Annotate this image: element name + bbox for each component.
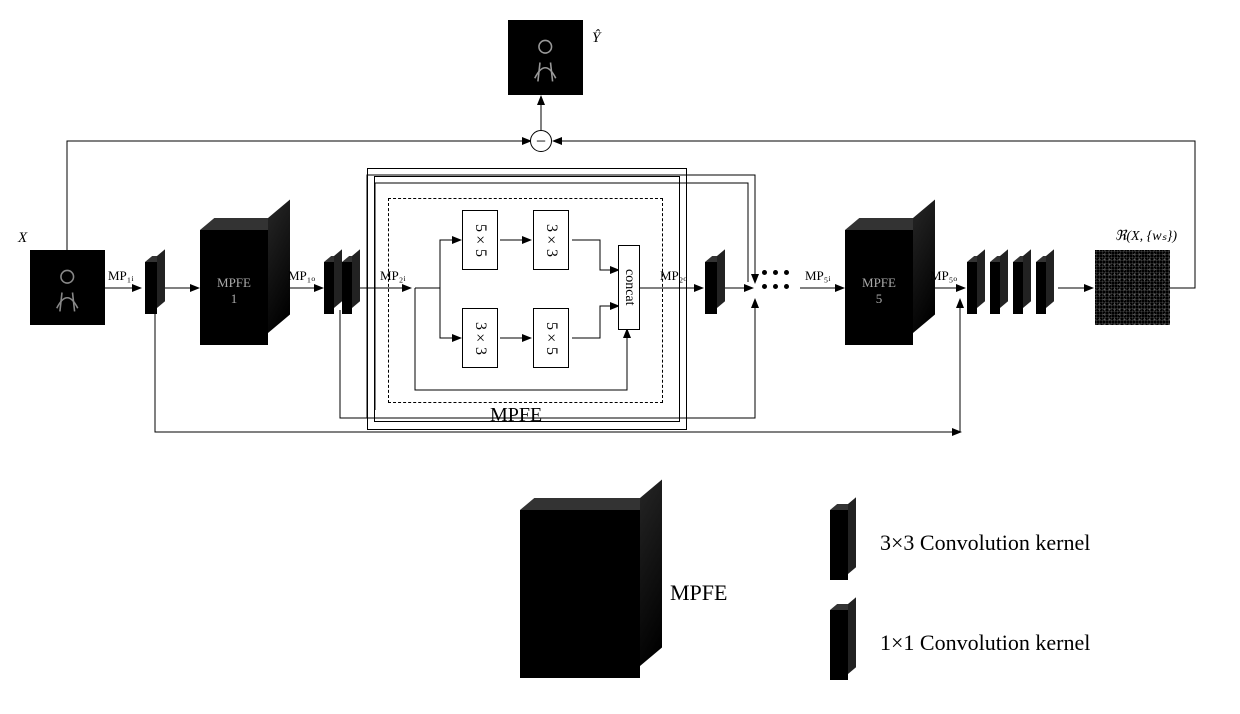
- legend-mpfe-text: MPFE: [670, 580, 727, 606]
- conv-slab-r3: [1013, 262, 1023, 314]
- legend-conv33-slab: [830, 510, 848, 580]
- ellipsis-dots-1: [762, 284, 789, 289]
- concat-box: concat: [618, 245, 640, 330]
- kernel-3x3-bottom: 3×3: [462, 308, 498, 368]
- conv-slab-2b: [342, 262, 352, 314]
- mp5o-label: MP₅ₒ: [930, 268, 957, 284]
- ellipsis-dots-2: [762, 270, 789, 275]
- conv-slab-2a: [324, 262, 334, 314]
- legend-conv11-slab: [830, 610, 848, 680]
- x-label: X: [18, 230, 27, 247]
- conv-slab-3: [705, 262, 717, 314]
- kernel-3x3-top: 3×3: [533, 210, 569, 270]
- mp1o-label: MP₁ₒ: [288, 268, 315, 284]
- mp2i-label: MP₂ᵢ: [380, 268, 405, 284]
- kernel-5x5-bottom: 5×5: [533, 308, 569, 368]
- conv-slab-r2: [990, 262, 1000, 314]
- conv-slab-1: [145, 262, 157, 314]
- mpfe5-label: MPFE5: [845, 275, 913, 307]
- output-image-yhat: [508, 20, 583, 95]
- subtract-op: −: [530, 130, 552, 152]
- legend-conv33-text: 3×3 Convolution kernel: [880, 530, 1090, 556]
- input-image-x: [30, 250, 105, 325]
- mpfe1-label: MPFE1: [200, 275, 268, 307]
- mp2o-label: MP₂ₒ: [660, 268, 687, 284]
- mpfe-block-1: MPFE1: [200, 230, 268, 345]
- conv-slab-r4: [1036, 262, 1046, 314]
- conv-slab-r1: [967, 262, 977, 314]
- legend-conv11-text: 1×1 Convolution kernel: [880, 630, 1090, 656]
- mp5i-label: MP₅ᵢ: [805, 268, 830, 284]
- legend-mpfe-block: [520, 510, 640, 678]
- kernel-5x5-top: 5×5: [462, 210, 498, 270]
- yhat-label: Ŷ: [592, 30, 600, 47]
- mpfe-block-5: MPFE5: [845, 230, 913, 345]
- diagram-canvas: Ŷ − X ℜ(X, {wₛ}) MPFE1 5×5 3×3 3×3 5×5 c…: [0, 0, 1240, 714]
- mp1i-label: MP₁ᵢ: [108, 268, 133, 284]
- mpfe-detail-label: MPFE: [490, 404, 542, 427]
